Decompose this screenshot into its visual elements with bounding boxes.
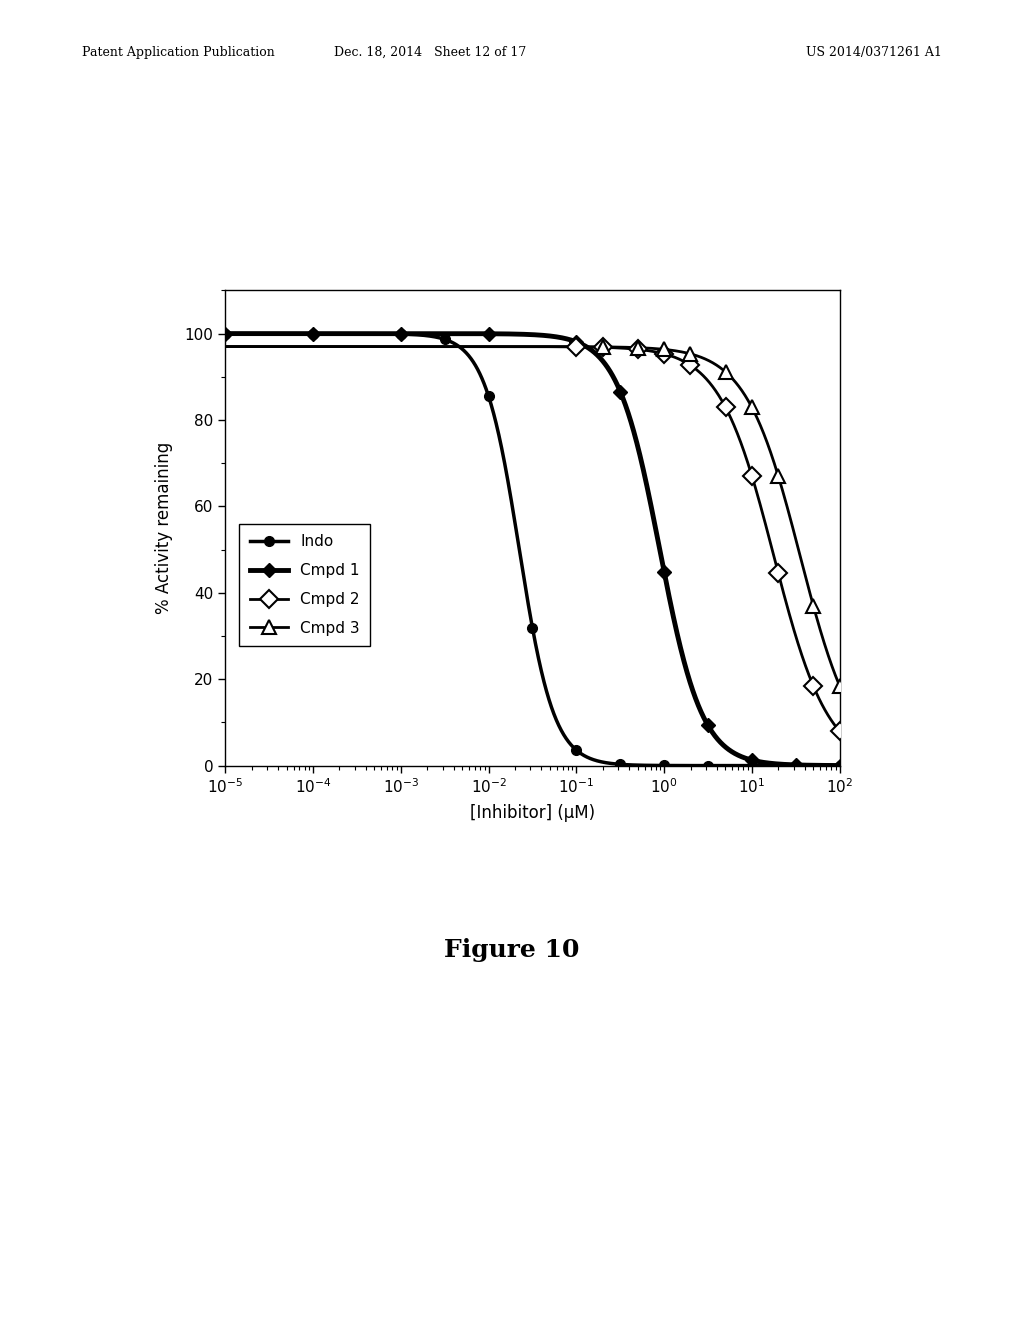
Cmpd 1 (790, 756, 802, 772)
Indo (219, 326, 231, 342)
Indo (570, 742, 583, 758)
Line: Cmpd 3: Cmpd 3 (596, 341, 847, 693)
Cmpd 3 (658, 342, 671, 358)
Cmpd 2 (684, 358, 696, 374)
Cmpd 1 (701, 718, 714, 734)
Line: Cmpd 1: Cmpd 1 (220, 329, 845, 771)
Cmpd 1 (658, 564, 671, 579)
Cmpd 3 (772, 469, 784, 484)
X-axis label: [Inhibitor] (μM): [Inhibitor] (μM) (470, 804, 595, 822)
Indo (834, 758, 846, 774)
Text: Figure 10: Figure 10 (444, 939, 580, 962)
Cmpd 2 (632, 342, 644, 358)
Cmpd 1 (570, 334, 583, 350)
Cmpd 3 (720, 364, 732, 380)
Cmpd 1 (745, 752, 758, 768)
Indo (614, 756, 627, 772)
Indo (745, 758, 758, 774)
Cmpd 2 (720, 400, 732, 416)
Indo (482, 388, 495, 404)
Cmpd 1 (614, 384, 627, 400)
Indo (526, 620, 539, 636)
Cmpd 2 (570, 339, 583, 355)
Indo (438, 331, 451, 347)
Text: Dec. 18, 2014   Sheet 12 of 17: Dec. 18, 2014 Sheet 12 of 17 (334, 46, 526, 59)
Line: Cmpd 2: Cmpd 2 (570, 341, 846, 738)
Indo (394, 326, 407, 342)
Cmpd 2 (807, 678, 819, 694)
Line: Indo: Indo (220, 329, 845, 771)
Indo (790, 758, 802, 774)
Cmpd 2 (834, 723, 846, 739)
Cmpd 2 (658, 346, 671, 362)
Indo (658, 758, 671, 774)
Indo (701, 758, 714, 774)
Cmpd 3 (632, 339, 644, 355)
Legend: Indo, Cmpd 1, Cmpd 2, Cmpd 3: Indo, Cmpd 1, Cmpd 2, Cmpd 3 (239, 524, 371, 647)
Cmpd 3 (807, 598, 819, 614)
Cmpd 3 (597, 339, 609, 355)
Cmpd 1 (834, 758, 846, 774)
Cmpd 3 (834, 678, 846, 694)
Cmpd 1 (307, 326, 319, 342)
Cmpd 1 (219, 326, 231, 342)
Cmpd 3 (684, 346, 696, 362)
Text: US 2014/0371261 A1: US 2014/0371261 A1 (806, 46, 942, 59)
Indo (307, 326, 319, 342)
Text: Patent Application Publication: Patent Application Publication (82, 46, 274, 59)
Cmpd 1 (394, 326, 407, 342)
Y-axis label: % Activity remaining: % Activity remaining (156, 442, 173, 614)
Cmpd 2 (745, 469, 758, 484)
Cmpd 1 (482, 326, 495, 342)
Cmpd 2 (772, 565, 784, 581)
Cmpd 2 (597, 339, 609, 355)
Cmpd 3 (745, 400, 758, 416)
